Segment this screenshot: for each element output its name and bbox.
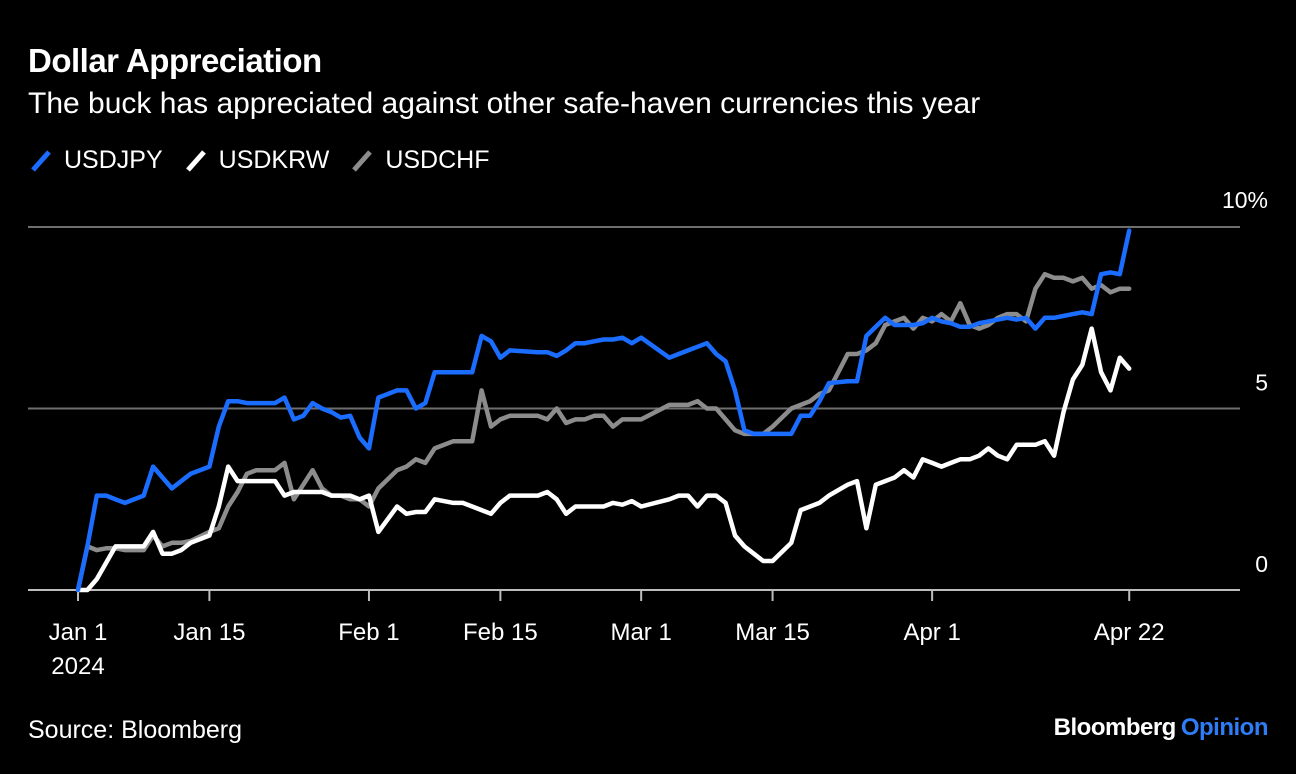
brand-name: Bloomberg — [1053, 714, 1177, 741]
legend-swatch-usdkrw — [185, 149, 206, 172]
legend-label-usdchf: USDCHF — [385, 146, 490, 174]
x-tick-label-3: Feb 15 — [463, 619, 538, 646]
series-line-usdchf — [75, 271, 1132, 593]
source-note: Source: Bloomberg — [28, 716, 243, 744]
chart-title: Dollar Appreciation — [28, 42, 322, 79]
legend-item-usdchf: USDCHF — [351, 146, 489, 175]
series-line-usdjpy — [75, 228, 1132, 593]
series-line-usdkrw — [75, 326, 1132, 593]
chart-subtitle: The buck has appreciated against other s… — [28, 87, 981, 120]
x-tick-label-2: Feb 1 — [338, 619, 399, 646]
y-tick-label-5: 5 — [1255, 370, 1268, 396]
legend-swatch-usdjpy — [31, 149, 51, 172]
legend-label-usdjpy: USDJPY — [64, 146, 163, 174]
legend: USDJPY USDKRW USDCHF — [30, 146, 511, 175]
x-tick-label-5: Mar 15 — [735, 619, 810, 646]
x-tick-label-1: Jan 15 — [173, 619, 245, 646]
y-tick-label-10: 10% — [1222, 187, 1268, 213]
legend-swatch-usdchf — [352, 149, 373, 172]
legend-item-usdjpy: USDJPY — [30, 146, 163, 175]
brand-suffix: Opinion — [1180, 714, 1269, 741]
x-tick-label-6: Apr 1 — [903, 619, 960, 646]
brand-logo: Bloomberg Opinion — [1053, 714, 1269, 742]
x-tick-label-0: Jan 1 — [49, 619, 108, 646]
x-tick-label-7: Apr 22 — [1094, 619, 1165, 646]
y-tick-label-0: 0 — [1255, 551, 1268, 577]
legend-label-usdkrw: USDKRW — [218, 146, 330, 174]
x-tick-sublabel-0: 2024 — [51, 653, 104, 680]
legend-item-usdkrw: USDKRW — [185, 146, 330, 175]
x-tick-label-4: Mar 1 — [610, 619, 671, 646]
